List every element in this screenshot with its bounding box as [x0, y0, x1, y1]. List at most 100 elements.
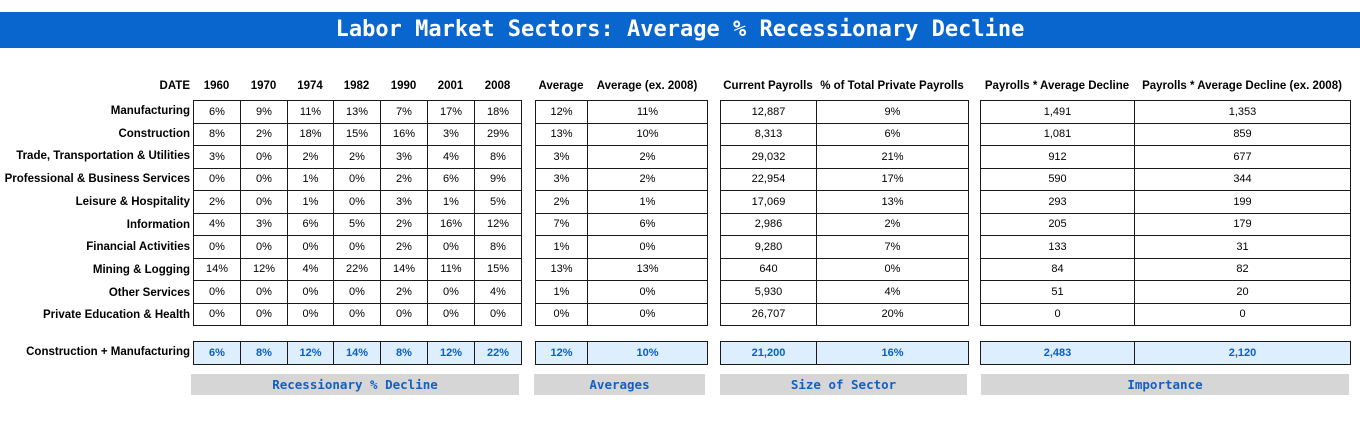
page-title: Labor Market Sectors: Average % Recessio…: [0, 12, 1360, 48]
table-row: 6% 9% 11% 13% 7% 17% 18%: [193, 100, 522, 124]
table-cell: 0%: [193, 235, 241, 259]
summary-importance-table: 2,483 2,120: [980, 341, 1351, 365]
table-cell: 29%: [474, 122, 522, 146]
table-cell: 29,032: [720, 145, 817, 169]
table-row: 4% 3% 6% 5% 2% 16% 12%: [193, 212, 522, 236]
importance-label: Importance: [981, 374, 1349, 395]
summary-size-table: 21,200 16%: [720, 341, 969, 365]
table-cell: 0%: [193, 280, 241, 304]
table-cell: 640: [720, 257, 817, 281]
averages-label: Averages: [534, 374, 705, 395]
table-cell: 2%: [535, 190, 588, 214]
importance-table: 1,491 1,353 1,081 859 912 677 590 344 293 199 205 1…: [980, 100, 1351, 326]
table-cell: 1%: [535, 235, 588, 259]
table-cell: 0%: [240, 280, 288, 304]
table-cell: 1,491: [980, 100, 1135, 124]
table-cell: 11%: [427, 257, 475, 281]
table-cell: 0%: [427, 302, 475, 326]
table-row: 51 20: [980, 280, 1351, 304]
table-cell: 3%: [535, 167, 588, 191]
payrolls-avg-ex-header: Payrolls * Average Decline (ex. 2008): [1142, 80, 1342, 92]
summary-cell: 12%: [427, 341, 475, 365]
row-label: Other Services: [108, 286, 190, 299]
table-cell: 199: [1134, 190, 1351, 214]
table-cell: 3%: [380, 190, 428, 214]
summary-cell: 21,200: [720, 341, 817, 365]
table-row: 22,954 17%: [720, 167, 969, 191]
table-cell: 2%: [380, 167, 428, 191]
table-cell: 17,069: [720, 190, 817, 214]
table-cell: 0%: [474, 302, 522, 326]
table-cell: 0%: [240, 302, 288, 326]
recessionary-decline-label: Recessionary % Decline: [191, 374, 519, 395]
table-row: 590 344: [980, 167, 1351, 191]
table-cell: 859: [1134, 122, 1351, 146]
table-cell: 9,280: [720, 235, 817, 259]
summary-cell: 12%: [535, 341, 588, 365]
pct-total-header: % of Total Private Payrolls: [820, 80, 964, 92]
table-row: 8,313 6%: [720, 122, 969, 146]
table-cell: 4%: [193, 212, 241, 236]
table-cell: 2%: [240, 122, 288, 146]
table-cell: 0%: [535, 302, 588, 326]
table-cell: 5%: [474, 190, 522, 214]
table-cell: 0%: [193, 167, 241, 191]
table-row: 7% 6%: [535, 212, 708, 236]
table-cell: 13%: [333, 100, 381, 124]
table-cell: 6%: [587, 212, 708, 236]
row-label: Mining & Logging: [92, 263, 190, 276]
row-label: Leisure & Hospitality: [75, 195, 190, 208]
current-payrolls-header: Current Payrolls: [723, 80, 813, 92]
table-cell: 0: [980, 302, 1135, 326]
table-cell: 1%: [287, 190, 334, 214]
table-cell: 12%: [240, 257, 288, 281]
summary-cell: 6%: [193, 341, 241, 365]
table-cell: 0%: [587, 235, 708, 259]
table-row: 0% 0% 0% 0% 0% 0% 0%: [193, 302, 522, 326]
table-row: 2% 0% 1% 0% 3% 1% 5%: [193, 190, 522, 214]
table-cell: 0%: [333, 167, 381, 191]
table-row: 640 0%: [720, 257, 969, 281]
summary-cell: 22%: [474, 341, 522, 365]
table-row: 5,930 4%: [720, 280, 969, 304]
row-label: Information: [126, 218, 190, 231]
table-row: 26,707 20%: [720, 302, 969, 326]
table-cell: 7%: [535, 212, 588, 236]
table-cell: 2%: [587, 145, 708, 169]
table-row: 0% 0% 1% 0% 2% 6% 9%: [193, 167, 522, 191]
table-cell: 4%: [427, 145, 475, 169]
table-cell: 0%: [333, 280, 381, 304]
table-cell: 0%: [427, 280, 475, 304]
table-cell: 2%: [193, 190, 241, 214]
table-row: 12% 11%: [535, 100, 708, 124]
summary-cell: 2,120: [1134, 341, 1351, 365]
table-cell: 8%: [193, 122, 241, 146]
table-cell: 13%: [535, 122, 588, 146]
table-row: 13% 13%: [535, 257, 708, 281]
table-cell: 2%: [287, 145, 334, 169]
table-row: 205 179: [980, 212, 1351, 236]
summary-cell: 2,483: [980, 341, 1135, 365]
table-row: 2,986 2%: [720, 212, 969, 236]
table-cell: 4%: [816, 280, 969, 304]
table-row: 133 31: [980, 235, 1351, 259]
table-cell: 1%: [535, 280, 588, 304]
table-row: 17,069 13%: [720, 190, 969, 214]
table-cell: 0%: [333, 235, 381, 259]
row-label: Professional & Business Services: [4, 173, 190, 186]
table-cell: 15%: [333, 122, 381, 146]
table-row: 13% 10%: [535, 122, 708, 146]
average-ex-header: Average (ex. 2008): [596, 80, 698, 92]
table-cell: 21%: [816, 145, 969, 169]
table-cell: 51: [980, 280, 1135, 304]
table-cell: 3%: [193, 145, 241, 169]
table-row: 3% 2%: [535, 145, 708, 169]
year-header: 2001: [437, 80, 464, 92]
year-header: 1974: [297, 80, 323, 92]
summary-averages-table: 12% 10%: [535, 341, 708, 365]
table-cell: 12,887: [720, 100, 817, 124]
table-cell: 82: [1134, 257, 1351, 281]
table-cell: 6%: [816, 122, 969, 146]
table-cell: 0%: [287, 302, 334, 326]
